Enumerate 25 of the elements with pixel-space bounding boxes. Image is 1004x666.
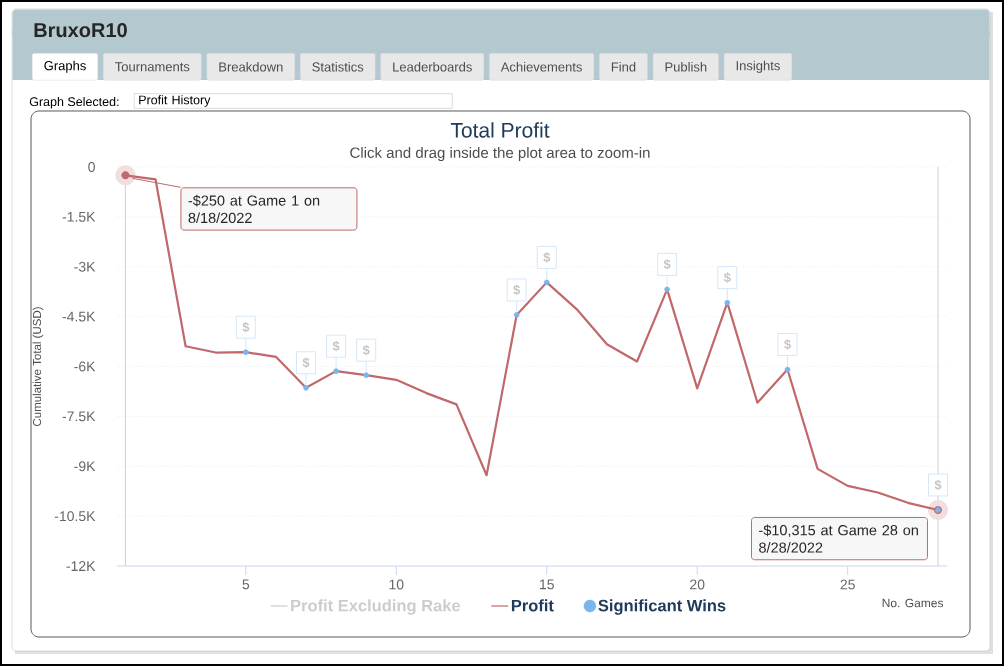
text: BruxoR10 [34,23,127,38]
text: Graphs [44,60,86,73]
y-tick-label: -7.5K [62,411,96,422]
y-tick-label: -6K [74,361,96,372]
text: Insights [736,60,780,73]
y-tick-label: -4.5K [62,311,96,322]
y-axis-title: Cumulative Total (USD) [32,307,44,426]
chart-title: Total Profit [450,122,550,138]
y-tick-label: 0 [88,162,95,172]
text: Tournaments [115,62,190,72]
y-tick-label: -1.5K [62,211,96,222]
text: Achievements [500,62,582,72]
y-tick-label: -9K [74,461,96,472]
chart-subtitle: Click and drag inside the plot area to zoom-in [350,147,650,161]
text: Publish [665,62,707,72]
text: Find [611,62,636,72]
text: Profit History [139,95,211,107]
text: Leaderboards [393,62,472,72]
y-tick-label: -12K [66,561,96,571]
y-tick-label: -3K [74,261,96,272]
text: Graph Selected: [29,96,119,109]
y-tick-label: -10.5K [54,511,96,522]
text: Breakdown [219,62,283,72]
text: Statistics [312,62,364,72]
annotation: -$250 at Game 1 on 8/18/2022 [188,194,320,224]
